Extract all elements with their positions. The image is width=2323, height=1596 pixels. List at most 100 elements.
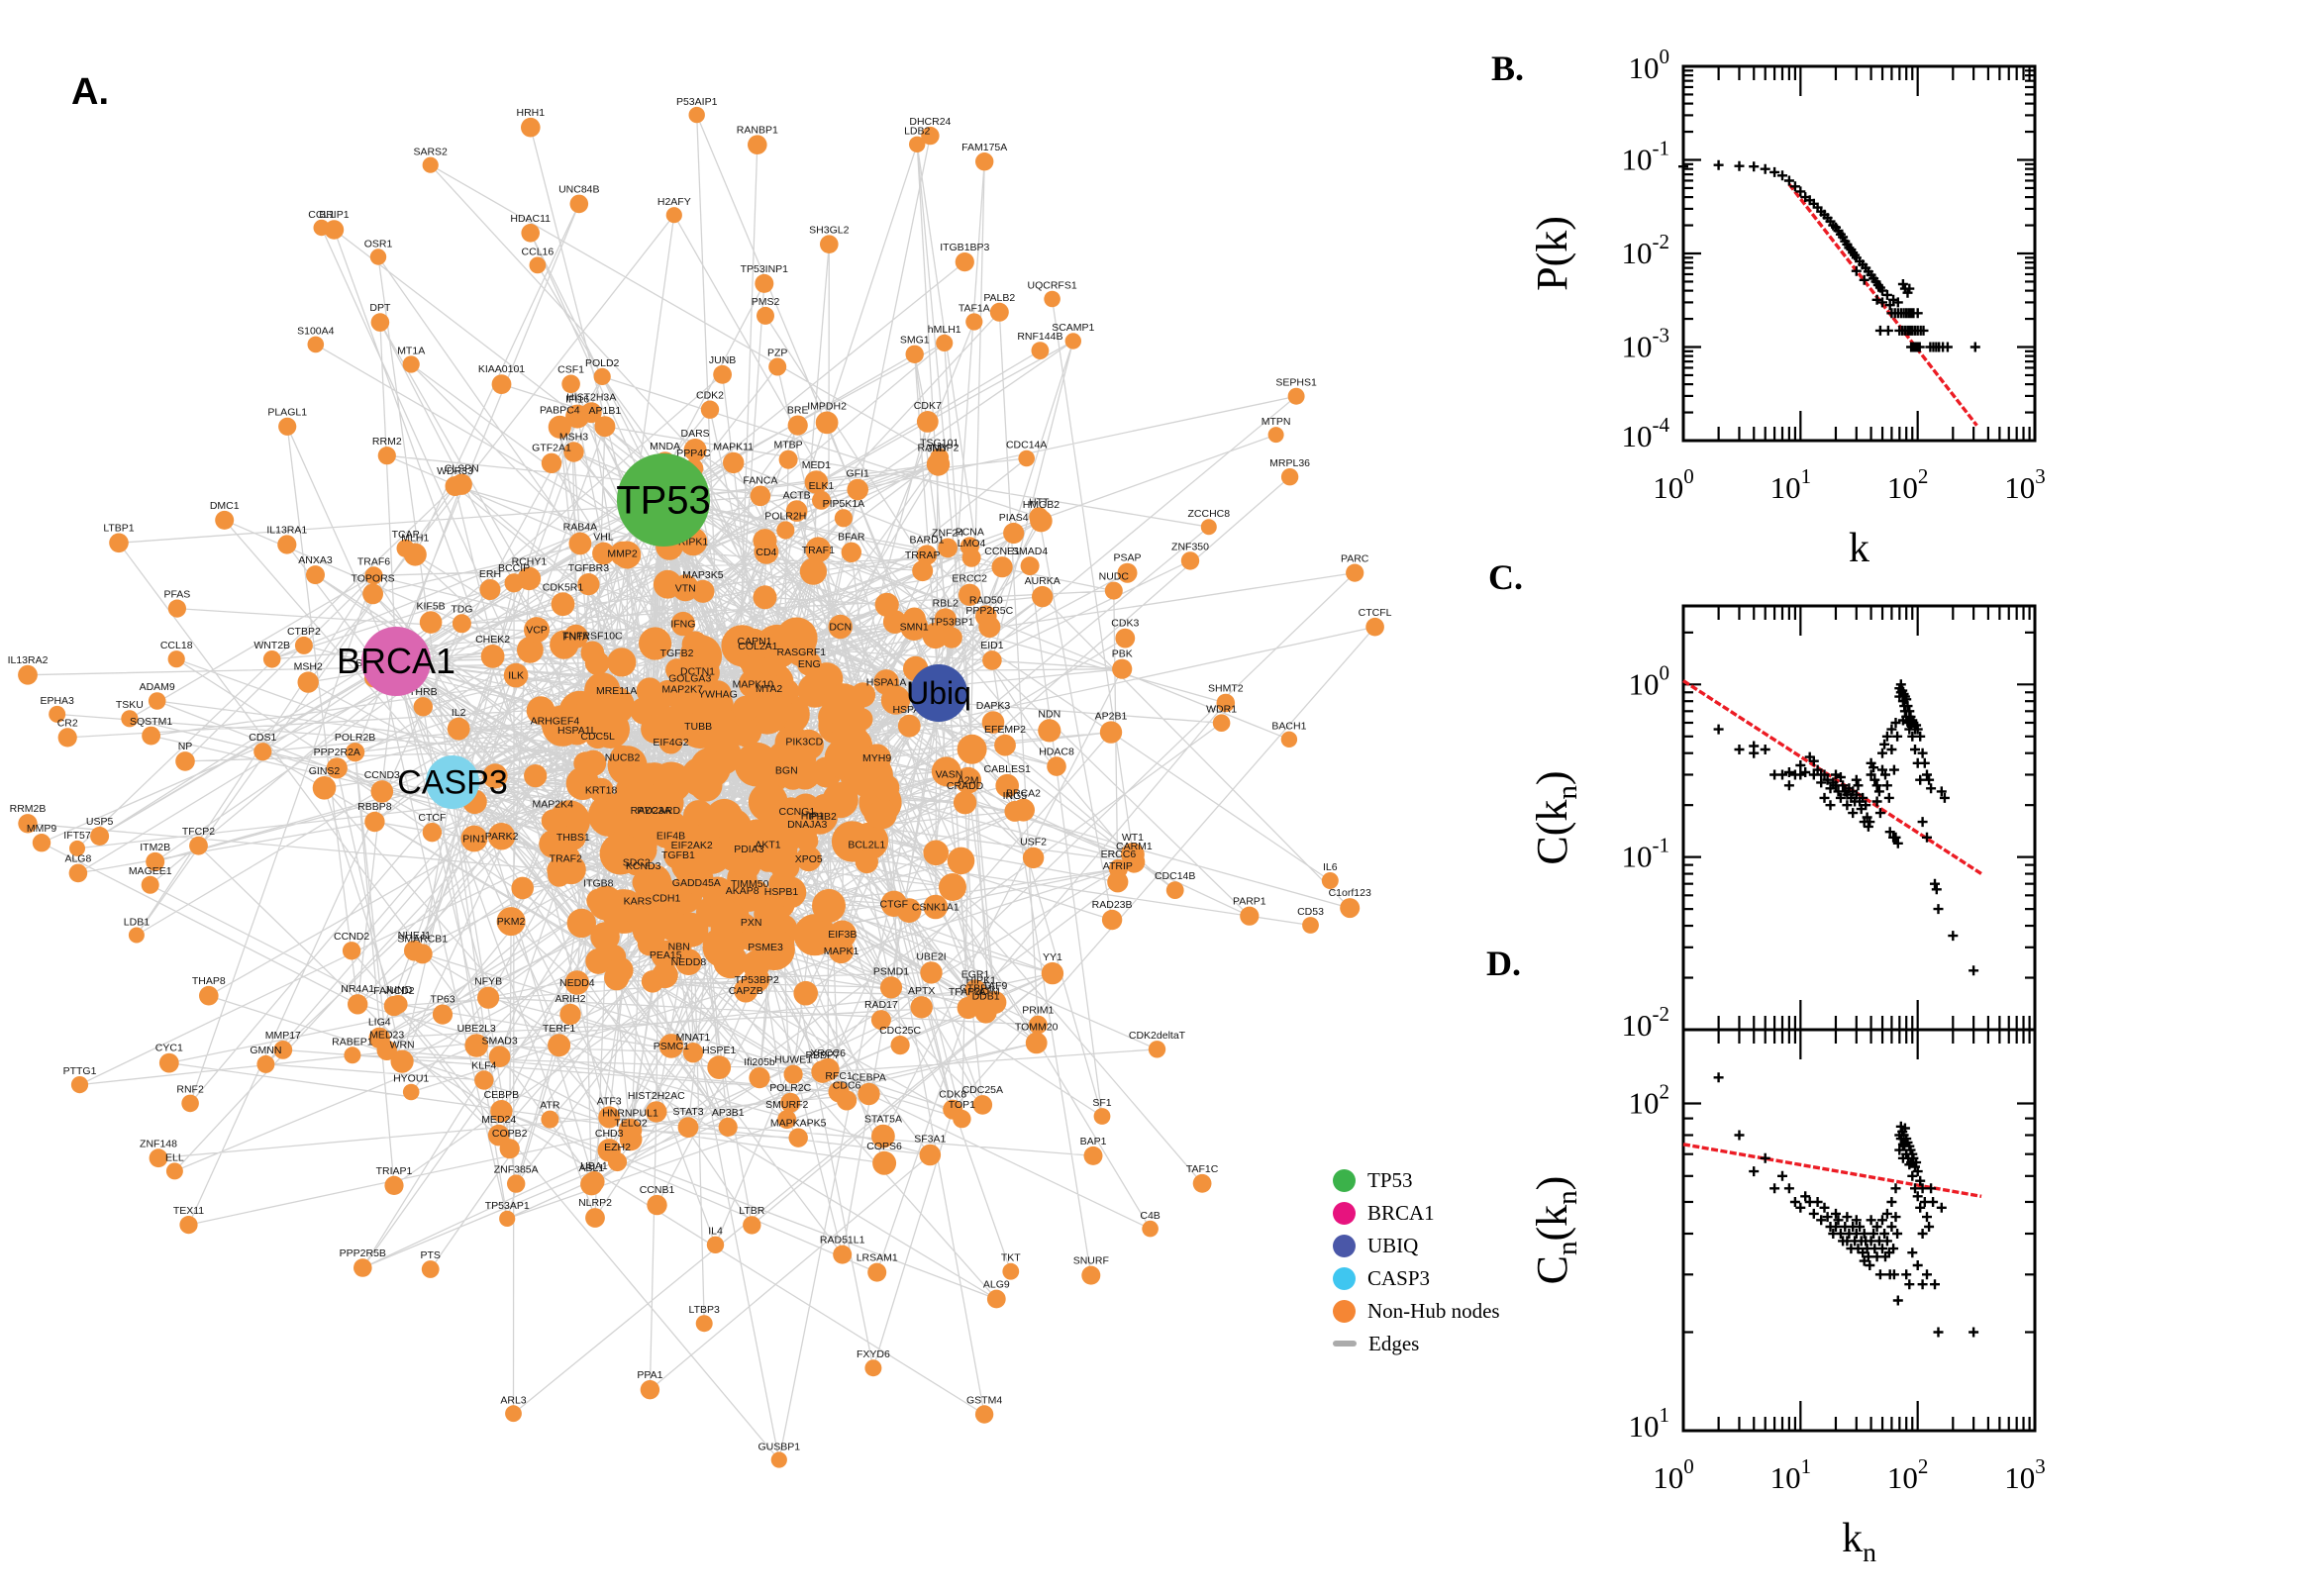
scatter-points	[1713, 1072, 1979, 1338]
legend-row-edges: Edges	[1333, 1332, 1500, 1355]
svg-text:RBBP7: RBBP7	[805, 1049, 840, 1061]
svg-text:SCAMP1: SCAMP1	[1052, 322, 1094, 334]
svg-text:THAP8: THAP8	[192, 975, 226, 987]
svg-text:ANXA3: ANXA3	[298, 554, 333, 566]
svg-text:SNURF: SNURF	[1073, 1255, 1109, 1267]
svg-text:SMG1: SMG1	[900, 335, 930, 347]
svg-text:CDC14B: CDC14B	[1155, 870, 1195, 882]
svg-text:EIF4G2: EIF4G2	[653, 737, 688, 748]
svg-text:UQCRFS1: UQCRFS1	[1028, 280, 1077, 292]
axis-label: C(kn​)	[1528, 770, 1583, 864]
svg-text:ATM: ATM	[978, 985, 999, 997]
network-nodes	[18, 106, 1384, 1468]
svg-text:ZNF24: ZNF24	[932, 528, 963, 540]
svg-text:AP2B1: AP2B1	[1095, 710, 1128, 722]
svg-text:RAD51L1: RAD51L1	[820, 1235, 865, 1247]
svg-text:DMC1: DMC1	[210, 500, 240, 512]
svg-text:ATR: ATR	[540, 1100, 560, 1112]
svg-text:STAT3: STAT3	[672, 1106, 703, 1118]
svg-text:PHB2: PHB2	[809, 811, 837, 823]
svg-text:PABPC4: PABPC4	[540, 405, 580, 417]
tick-label: 103	[2004, 1454, 2046, 1495]
legend-row-nonhub: Non-Hub nodes	[1333, 1299, 1500, 1323]
svg-text:PBK: PBK	[1112, 648, 1133, 660]
svg-text:ERCC2: ERCC2	[952, 573, 987, 585]
svg-text:DPT: DPT	[369, 302, 391, 314]
svg-text:MRE11A: MRE11A	[596, 685, 637, 697]
svg-text:PIAS4: PIAS4	[999, 512, 1029, 524]
svg-text:GTF2A1: GTF2A1	[532, 443, 571, 454]
svg-text:CDC25A: CDC25A	[962, 1084, 1003, 1096]
svg-text:LTBR: LTBR	[739, 1205, 764, 1217]
svg-text:HTT: HTT	[1029, 496, 1050, 508]
svg-text:NDN: NDN	[1038, 708, 1060, 720]
svg-text:CR2: CR2	[57, 717, 78, 729]
svg-text:TFCP2: TFCP2	[182, 826, 215, 838]
svg-text:TRAF1: TRAF1	[802, 545, 835, 556]
svg-text:EIF3B: EIF3B	[828, 929, 857, 941]
legend-label-ubiq: UBIQ	[1367, 1233, 1419, 1257]
svg-text:WNT2B: WNT2B	[253, 640, 290, 651]
svg-text:FAM175A: FAM175A	[961, 142, 1007, 153]
svg-text:CDK7: CDK7	[914, 400, 942, 412]
svg-text:MAPKAPK5: MAPKAPK5	[770, 1118, 827, 1130]
axis-label: P(k)	[1528, 216, 1576, 291]
svg-text:TELO2: TELO2	[614, 1118, 647, 1130]
svg-text:IL2: IL2	[452, 707, 466, 719]
svg-text:EGR1: EGR1	[961, 968, 990, 980]
svg-text:H2AFY: H2AFY	[657, 196, 691, 208]
svg-text:RRM2: RRM2	[372, 436, 402, 448]
svg-text:ALG8: ALG8	[64, 853, 91, 865]
svg-text:TAF1C: TAF1C	[1186, 1163, 1219, 1175]
edge-line-icon	[1333, 1341, 1357, 1347]
svg-text:EFEMP2: EFEMP2	[984, 724, 1026, 736]
scatter-points	[1713, 679, 1979, 976]
svg-text:TUBB: TUBB	[684, 721, 712, 733]
svg-text:FNTA: FNTA	[562, 631, 589, 643]
svg-text:CCL1: CCL1	[308, 209, 335, 221]
svg-text:PIP5K1A: PIP5K1A	[823, 498, 865, 510]
panel-d-letter: D.	[1486, 944, 1521, 983]
svg-text:MAP2K7: MAP2K7	[661, 683, 703, 695]
svg-text:TDG: TDG	[451, 603, 472, 615]
svg-text:AKT1: AKT1	[755, 839, 780, 850]
svg-text:PTS: PTS	[420, 1249, 440, 1261]
svg-text:MNDA: MNDA	[650, 441, 680, 452]
svg-text:CDK3: CDK3	[1111, 618, 1139, 630]
svg-text:RFC1: RFC1	[825, 1070, 853, 1082]
svg-text:NP: NP	[178, 741, 193, 752]
svg-text:MAGEE1: MAGEE1	[129, 865, 172, 877]
svg-text:CTCFL: CTCFL	[1359, 607, 1392, 619]
svg-text:PIK3CD: PIK3CD	[785, 736, 823, 748]
svg-text:TFAP2C: TFAP2C	[949, 986, 988, 998]
svg-text:MAP3K5: MAP3K5	[682, 569, 724, 581]
svg-text:UBE2L3: UBE2L3	[457, 1023, 496, 1035]
svg-text:CDS1: CDS1	[249, 732, 276, 744]
svg-text:SDC2: SDC2	[623, 857, 651, 869]
svg-text:CTCF: CTCF	[418, 812, 446, 824]
svg-text:ELK1: ELK1	[809, 480, 835, 492]
legend-row-ubiq: UBIQ	[1333, 1234, 1500, 1257]
svg-text:AP1B1: AP1B1	[589, 405, 622, 417]
svg-text:IL13RA2: IL13RA2	[8, 654, 49, 666]
svg-text:MED24: MED24	[481, 1114, 516, 1126]
svg-text:PIN1: PIN1	[462, 834, 486, 846]
svg-text:MTPN: MTPN	[1262, 416, 1291, 428]
hub-label-casp3: CASP3	[397, 764, 508, 802]
svg-text:PARC: PARC	[1341, 553, 1369, 565]
tick-label: 10-1	[1622, 137, 1670, 177]
svg-text:EIF4B: EIF4B	[656, 831, 685, 843]
svg-text:MED1: MED1	[802, 459, 831, 471]
svg-text:HSPA1L: HSPA1L	[557, 725, 597, 737]
svg-text:ATRIP: ATRIP	[1103, 860, 1133, 872]
svg-text:CDH1: CDH1	[653, 893, 681, 905]
svg-text:GADD45A: GADD45A	[672, 877, 721, 889]
svg-text:TKT: TKT	[1001, 1252, 1021, 1264]
svg-text:LTBP1: LTBP1	[103, 522, 134, 534]
svg-text:CDC6: CDC6	[833, 1079, 861, 1091]
svg-text:PZP: PZP	[767, 348, 787, 359]
svg-text:PPP2R5B: PPP2R5B	[340, 1247, 386, 1259]
tick-label: 100	[1629, 660, 1670, 701]
